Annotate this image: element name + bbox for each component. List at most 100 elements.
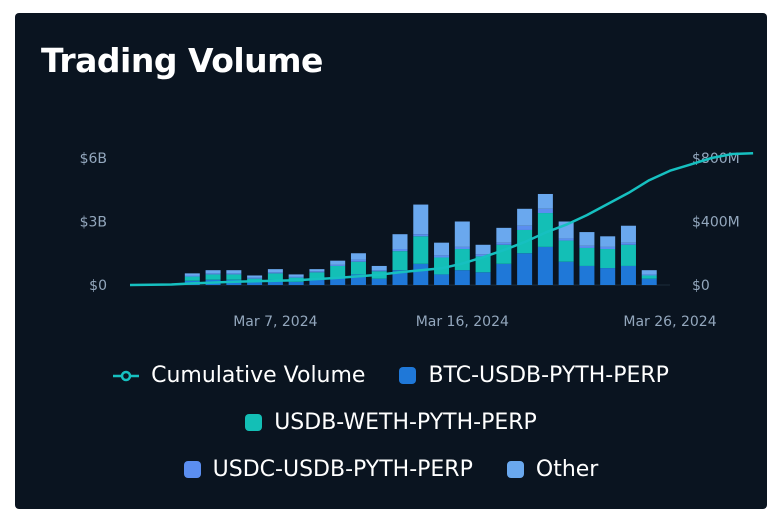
bar-segment[interactable] bbox=[475, 256, 491, 273]
left-tick-label: $0 bbox=[89, 278, 107, 294]
bar-segment[interactable] bbox=[537, 193, 553, 209]
bar-segment[interactable] bbox=[620, 225, 636, 243]
bar-segment[interactable] bbox=[247, 281, 263, 285]
bar-segment[interactable] bbox=[641, 275, 657, 279]
bar-segment[interactable] bbox=[475, 244, 491, 255]
bar-segment[interactable] bbox=[330, 277, 346, 285]
bar-segment[interactable] bbox=[330, 264, 346, 266]
x-tick-label: Mar 26, 2024 bbox=[623, 314, 716, 330]
bar-segment[interactable] bbox=[309, 271, 325, 273]
cumulative-volume-line[interactable] bbox=[129, 151, 754, 287]
bar-segment[interactable] bbox=[330, 260, 346, 265]
bar-segment[interactable] bbox=[413, 263, 429, 285]
bar-segment[interactable] bbox=[184, 273, 200, 276]
x-tick-label: Mar 7, 2024 bbox=[233, 314, 317, 330]
bar-segment[interactable] bbox=[309, 272, 325, 280]
bar-segment[interactable] bbox=[496, 242, 512, 245]
bar-segment[interactable] bbox=[454, 249, 470, 271]
bar-segment[interactable] bbox=[620, 265, 636, 285]
bar-segment[interactable] bbox=[454, 246, 470, 250]
bar-segment[interactable] bbox=[309, 269, 325, 272]
bar-segment[interactable] bbox=[579, 245, 595, 248]
bar-segment[interactable] bbox=[267, 279, 283, 285]
bar-segment[interactable] bbox=[413, 234, 429, 237]
bar-segment[interactable] bbox=[537, 246, 553, 285]
bar-segment[interactable] bbox=[330, 265, 346, 278]
bar-segment[interactable] bbox=[267, 272, 283, 274]
bar-segment[interactable] bbox=[558, 238, 574, 241]
bar-segment[interactable] bbox=[600, 236, 616, 247]
legend-label: USDC-USDB-PYTH-PERP bbox=[212, 457, 473, 482]
bar-segment[interactable] bbox=[579, 247, 595, 266]
bar-segment[interactable] bbox=[600, 268, 616, 285]
bar-segment[interactable] bbox=[226, 273, 242, 275]
bar-segment[interactable] bbox=[288, 276, 304, 278]
bar-segment[interactable] bbox=[537, 208, 553, 214]
bar-segment[interactable] bbox=[205, 270, 221, 274]
bar-segment[interactable] bbox=[600, 249, 616, 269]
bar-segment[interactable] bbox=[205, 273, 221, 275]
bar-segment[interactable] bbox=[620, 242, 636, 245]
legend-item-usdc[interactable]: USDC-USDB-PYTH-PERP bbox=[183, 457, 473, 482]
bar-segment[interactable] bbox=[454, 221, 470, 247]
legend-item-weth[interactable]: USDB-WETH-PYTH-PERP bbox=[245, 410, 537, 435]
bar-segment[interactable] bbox=[350, 259, 366, 262]
bar-segment[interactable] bbox=[558, 261, 574, 285]
bar-segment[interactable] bbox=[475, 272, 491, 285]
bar-segment[interactable] bbox=[288, 281, 304, 285]
legend-item-btc[interactable]: BTC-USDB-PYTH-PERP bbox=[399, 363, 669, 388]
bar-segment[interactable] bbox=[226, 274, 242, 280]
bar-segment[interactable] bbox=[454, 270, 470, 285]
bar-segment[interactable] bbox=[517, 208, 533, 226]
bar-segment[interactable] bbox=[288, 274, 304, 277]
bar-segment[interactable] bbox=[309, 279, 325, 285]
bar-segment[interactable] bbox=[434, 274, 450, 285]
bar-segment[interactable] bbox=[371, 270, 387, 272]
x-tick-label: Mar 16, 2024 bbox=[416, 314, 509, 330]
bar-segment[interactable] bbox=[434, 257, 450, 275]
legend-label: BTC-USDB-PYTH-PERP bbox=[428, 363, 669, 388]
bar-segment[interactable] bbox=[579, 265, 595, 285]
bar-segment[interactable] bbox=[641, 270, 657, 275]
legend-item-other[interactable]: Other bbox=[506, 457, 598, 482]
bar-segment[interactable] bbox=[205, 274, 221, 280]
swatch-icon bbox=[399, 367, 417, 384]
bar-segment[interactable] bbox=[475, 254, 491, 257]
bar-segment[interactable] bbox=[392, 251, 408, 271]
bar-segment[interactable] bbox=[392, 234, 408, 250]
cumulative-line-group bbox=[129, 151, 754, 287]
bar-segment[interactable] bbox=[496, 263, 512, 285]
bar-segment[interactable] bbox=[371, 278, 387, 285]
bar-segment[interactable] bbox=[350, 274, 366, 285]
legend-label: USDB-WETH-PYTH-PERP bbox=[274, 410, 537, 435]
bar-segment[interactable] bbox=[184, 276, 200, 281]
bar-segment[interactable] bbox=[641, 278, 657, 285]
bar-segment[interactable] bbox=[434, 255, 450, 258]
bar-segment[interactable] bbox=[517, 253, 533, 285]
bar-segment[interactable] bbox=[496, 227, 512, 243]
bar-segment[interactable] bbox=[371, 265, 387, 271]
bar-segment[interactable] bbox=[413, 204, 429, 235]
bar-segment[interactable] bbox=[579, 232, 595, 246]
bar-segment[interactable] bbox=[247, 275, 263, 278]
bar-segment[interactable] bbox=[413, 236, 429, 264]
bar-segment[interactable] bbox=[537, 213, 553, 247]
bar-segment[interactable] bbox=[434, 242, 450, 256]
swatch-icon bbox=[506, 461, 524, 478]
legend-item-cumulative[interactable]: Cumulative Volume bbox=[113, 363, 365, 388]
bar-segment[interactable] bbox=[350, 261, 366, 275]
bar-segment[interactable] bbox=[247, 277, 263, 279]
bar-segment[interactable] bbox=[641, 274, 657, 276]
bar-segment[interactable] bbox=[620, 244, 636, 266]
bar-segment[interactable] bbox=[600, 246, 616, 250]
legend-label: Cumulative Volume bbox=[151, 363, 366, 388]
bar-segment[interactable] bbox=[184, 275, 200, 277]
bar-segment[interactable] bbox=[350, 253, 366, 260]
bar-segment[interactable] bbox=[267, 273, 283, 280]
bar-segment[interactable] bbox=[392, 249, 408, 252]
bar-segment[interactable] bbox=[517, 225, 533, 230]
legend-row-2: USDB-WETH-PYTH-PERP bbox=[15, 410, 767, 435]
bar-segment[interactable] bbox=[226, 270, 242, 274]
bar-segment[interactable] bbox=[558, 240, 574, 262]
bar-segment[interactable] bbox=[267, 269, 283, 273]
